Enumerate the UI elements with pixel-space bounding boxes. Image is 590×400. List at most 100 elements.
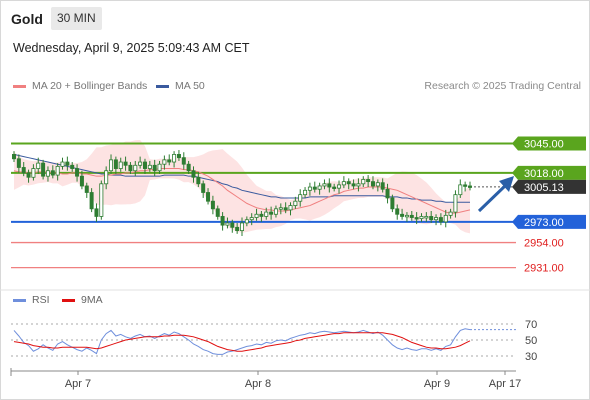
candle-body	[55, 165, 60, 176]
candle-body	[414, 217, 419, 220]
candle-body	[133, 164, 138, 172]
candle-body	[453, 194, 458, 213]
ma9-swatch	[62, 298, 75, 302]
level-label-3045.00: 3045.00	[524, 139, 564, 151]
candle-body	[16, 158, 21, 168]
candle-body	[409, 214, 414, 218]
candle-body	[162, 159, 167, 165]
candle-body	[288, 205, 293, 211]
ma50-swatch	[156, 84, 169, 88]
candle-body	[317, 185, 322, 190]
header-bar: Gold 30 MIN	[0, 0, 590, 36]
candle-body	[438, 217, 443, 223]
level-tag-3018.00	[512, 165, 586, 180]
rsi-swatch	[13, 298, 26, 302]
candle-body	[395, 208, 400, 215]
rsi-label: RSI	[32, 294, 50, 306]
level-label-2931.00: 2931.00	[524, 263, 564, 275]
candle-body	[443, 214, 448, 223]
ma20-swatch	[13, 84, 26, 88]
candle-body	[380, 182, 385, 190]
candle-body	[366, 179, 371, 183]
candle-body	[181, 157, 186, 165]
level-tag-3045.00	[512, 136, 586, 151]
forecast-arrow-head	[499, 176, 514, 192]
candle-body	[235, 226, 240, 231]
candle-body	[424, 216, 429, 219]
candle-body	[45, 170, 50, 177]
bollinger-band	[14, 140, 470, 234]
candle-body	[84, 185, 89, 193]
ma50-label: MA 50	[175, 80, 205, 92]
candle-body	[201, 183, 206, 193]
rsi-line	[13, 328, 471, 355]
candle-body	[400, 213, 405, 217]
legend-ma50: MA 50	[156, 80, 205, 92]
candle-body	[463, 184, 468, 187]
candle-body	[104, 170, 109, 185]
candle-body	[341, 181, 346, 186]
level-tag-2973.00	[512, 214, 586, 229]
rsi-tick-label-50: 50	[525, 335, 537, 347]
candle-body	[152, 164, 157, 172]
candle-body	[332, 186, 337, 189]
candle-body	[157, 163, 162, 172]
candle-body	[244, 219, 249, 224]
datetime-label: Wednesday, April 9, 2025 5:09:43 AM CET	[13, 41, 250, 55]
candle-body	[147, 164, 152, 169]
ma50-line	[13, 153, 470, 203]
candle-body	[249, 217, 254, 221]
candle-body	[94, 208, 99, 217]
candle-body	[278, 207, 283, 210]
timeframe-button[interactable]: 30 MIN	[51, 7, 102, 30]
candle-body	[419, 216, 424, 220]
candle-body	[385, 188, 390, 199]
candle-body	[138, 161, 143, 166]
candle-body	[239, 222, 244, 231]
candle-body	[109, 159, 114, 172]
candle-body	[41, 162, 46, 177]
forecast-arrow-shaft	[477, 183, 508, 213]
candle-body	[346, 181, 351, 185]
x-tick-label: Apr 8	[245, 378, 271, 390]
candle-body	[128, 164, 133, 172]
candle-body	[375, 182, 380, 187]
candle-body	[79, 175, 84, 187]
candle-body	[196, 176, 201, 185]
rsi-tick-label-30: 30	[525, 351, 537, 363]
candle-body	[167, 159, 172, 163]
candle-body	[89, 192, 94, 210]
candle-body	[337, 184, 342, 189]
x-tick-label: Apr 17	[489, 378, 521, 390]
candle-body	[225, 222, 230, 226]
candle-body	[254, 213, 259, 218]
rsi-ma-line	[13, 332, 471, 352]
candle-body	[429, 216, 434, 221]
candle-body	[467, 185, 472, 188]
candle-body	[172, 154, 177, 163]
credit-label: Research © 2025 Trading Central	[424, 80, 581, 92]
candle-body	[307, 186, 312, 191]
candle-body	[118, 161, 123, 169]
legend-rsi: RSI	[13, 294, 50, 306]
ma9-label: 9MA	[81, 294, 103, 306]
candle-body	[123, 161, 128, 166]
candle-body	[361, 179, 366, 185]
asset-name: Gold	[11, 11, 43, 27]
candle-body	[458, 184, 463, 196]
candle-body	[142, 161, 147, 169]
x-tick-label: Apr 7	[65, 378, 91, 390]
candle-body	[99, 183, 104, 217]
candle-body	[283, 207, 288, 211]
candle-body	[220, 216, 225, 226]
candle-body	[303, 189, 308, 196]
candle-body	[186, 163, 191, 172]
candle-body	[230, 222, 235, 228]
candle-body	[370, 181, 375, 187]
level-tag-3005.13	[512, 179, 586, 194]
candle-body	[327, 183, 332, 188]
candle-body	[11, 154, 16, 160]
ma20-line	[13, 168, 471, 214]
candle-body	[293, 200, 298, 206]
